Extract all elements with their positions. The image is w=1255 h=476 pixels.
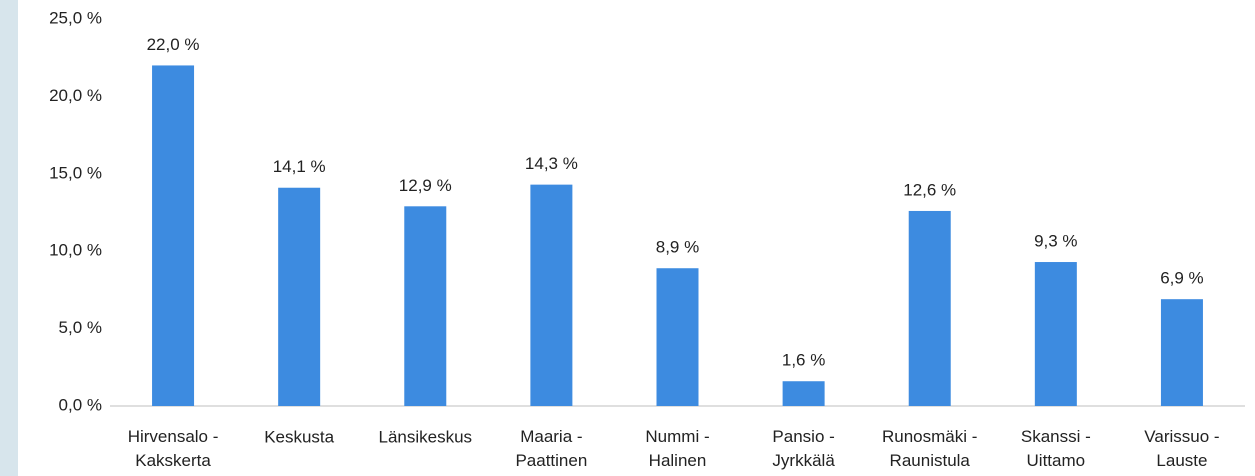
bar [1160, 299, 1203, 406]
bar [782, 381, 825, 406]
bar [656, 268, 699, 406]
value-label: 6,9 % [1160, 269, 1203, 288]
side-strip [0, 0, 18, 476]
x-tick-label: Varissuo -Lauste [1144, 427, 1219, 470]
y-tick-label: 0,0 % [59, 395, 102, 414]
y-tick-label: 10,0 % [49, 241, 102, 260]
x-tick-label: Hirvensalo -Kakskerta [128, 427, 219, 470]
bar [1034, 262, 1077, 406]
value-label: 1,6 % [782, 351, 825, 370]
x-tick-label: Nummi -Halinen [645, 427, 709, 470]
y-tick-label: 20,0 % [49, 86, 102, 105]
x-tick-label: Keskusta [264, 427, 334, 446]
y-tick-label: 5,0 % [59, 318, 102, 337]
y-tick-label: 15,0 % [49, 163, 102, 182]
x-tick-label: Runosmäki -Raunistula [882, 427, 977, 470]
bar [908, 210, 951, 406]
bar [278, 187, 321, 406]
value-label: 14,1 % [273, 157, 326, 176]
value-label: 22,0 % [147, 35, 200, 54]
x-tick-label: Pansio -Jyrkkälä [772, 427, 835, 470]
value-label: 8,9 % [656, 238, 699, 257]
value-label: 9,3 % [1034, 232, 1077, 251]
bar [404, 206, 447, 406]
y-tick-label: 25,0 % [49, 8, 102, 27]
value-label: 14,3 % [525, 154, 578, 173]
value-label: 12,6 % [903, 180, 956, 199]
bar [530, 184, 573, 406]
x-tick-label: Länsikeskus [378, 427, 472, 446]
bar [152, 65, 195, 406]
x-tick-label: Skanssi -Uittamo [1021, 427, 1091, 470]
value-label: 12,9 % [399, 176, 452, 195]
x-tick-label: Maaria -Paattinen [515, 427, 587, 470]
